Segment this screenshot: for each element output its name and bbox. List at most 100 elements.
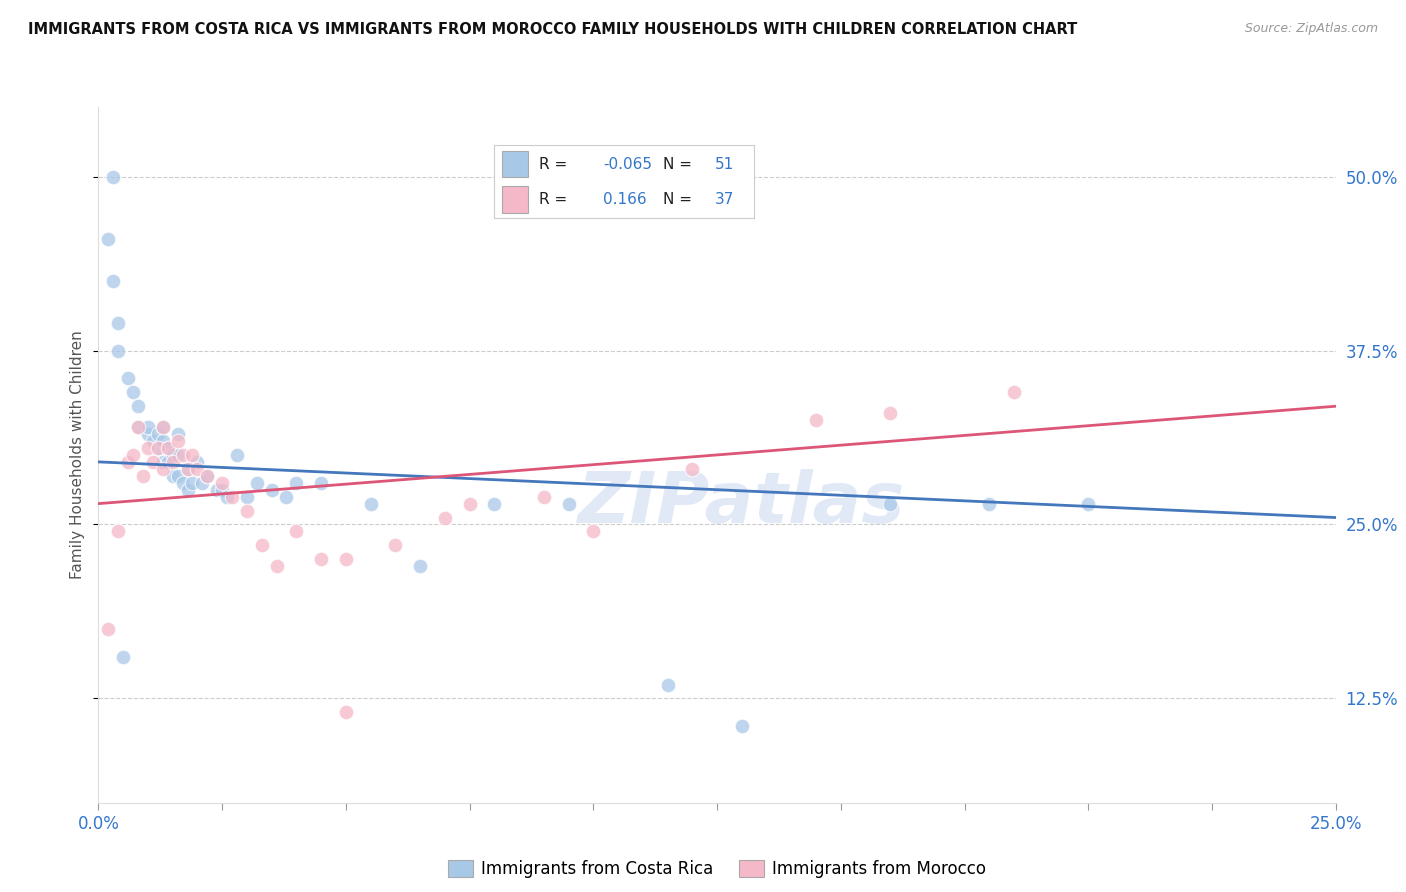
Point	[97, 232, 120, 246]
Point	[162, 468, 184, 483]
Point	[309, 475, 332, 490]
Point	[181, 448, 204, 462]
Point	[260, 483, 283, 497]
Text: 51: 51	[716, 157, 734, 172]
Point	[236, 503, 259, 517]
Point	[176, 483, 198, 497]
Point	[127, 420, 149, 434]
Text: IMMIGRANTS FROM COSTA RICA VS IMMIGRANTS FROM MOROCCO FAMILY HOUSEHOLDS WITH CHI: IMMIGRANTS FROM COSTA RICA VS IMMIGRANTS…	[28, 22, 1077, 37]
Point	[166, 448, 188, 462]
Point	[250, 538, 273, 552]
Point	[132, 468, 155, 483]
Point	[136, 427, 159, 442]
Point	[142, 434, 165, 448]
Point	[205, 483, 228, 497]
Y-axis label: Family Households with Children: Family Households with Children	[70, 331, 86, 579]
Point	[117, 371, 139, 385]
Point	[879, 497, 901, 511]
Point	[176, 462, 198, 476]
Point	[162, 455, 184, 469]
Point	[195, 468, 218, 483]
Point	[156, 455, 179, 469]
Point	[156, 441, 179, 455]
Text: R =: R =	[538, 157, 567, 172]
Point	[136, 420, 159, 434]
Point	[221, 490, 243, 504]
Point	[191, 475, 214, 490]
Point	[211, 475, 233, 490]
Point	[309, 552, 332, 566]
Text: R =: R =	[538, 192, 567, 207]
Point	[266, 559, 288, 574]
Point	[879, 406, 901, 420]
Point	[122, 385, 145, 400]
Point	[176, 462, 198, 476]
Text: Source: ZipAtlas.com: Source: ZipAtlas.com	[1244, 22, 1378, 36]
Point	[979, 497, 1001, 511]
Point	[103, 274, 125, 288]
Point	[1002, 385, 1025, 400]
Point	[172, 475, 194, 490]
Text: N =: N =	[664, 157, 692, 172]
FancyBboxPatch shape	[502, 186, 529, 212]
Text: -0.065: -0.065	[603, 157, 652, 172]
Point	[236, 490, 259, 504]
Point	[166, 468, 188, 483]
Point	[152, 455, 174, 469]
Point	[484, 497, 506, 511]
Point	[335, 706, 357, 720]
Point	[458, 497, 481, 511]
Legend: Immigrants from Costa Rica, Immigrants from Morocco: Immigrants from Costa Rica, Immigrants f…	[441, 854, 993, 885]
Point	[217, 490, 239, 504]
Point	[226, 448, 249, 462]
Point	[285, 475, 308, 490]
Text: 37: 37	[716, 192, 734, 207]
Point	[172, 448, 194, 462]
Point	[186, 462, 208, 476]
Point	[246, 475, 269, 490]
Point	[335, 552, 357, 566]
Point	[152, 434, 174, 448]
Point	[152, 420, 174, 434]
Point	[211, 483, 233, 497]
Point	[142, 455, 165, 469]
Text: 0.166: 0.166	[603, 192, 647, 207]
Point	[146, 427, 169, 442]
Point	[433, 510, 456, 524]
Point	[107, 524, 129, 539]
Point	[117, 455, 139, 469]
Text: ZIPatlas: ZIPatlas	[578, 469, 905, 538]
Point	[186, 455, 208, 469]
Point	[97, 622, 120, 636]
Point	[409, 559, 432, 574]
Point	[384, 538, 406, 552]
Point	[162, 448, 184, 462]
Point	[103, 169, 125, 184]
Point	[127, 399, 149, 413]
Point	[681, 462, 703, 476]
Point	[127, 420, 149, 434]
Point	[533, 490, 555, 504]
Point	[112, 649, 135, 664]
Point	[1077, 497, 1099, 511]
Point	[804, 413, 827, 427]
Point	[657, 677, 679, 691]
Point	[146, 441, 169, 455]
Point	[195, 468, 218, 483]
Point	[146, 441, 169, 455]
Point	[166, 427, 188, 442]
Point	[136, 441, 159, 455]
Point	[122, 448, 145, 462]
Point	[107, 343, 129, 358]
Point	[152, 462, 174, 476]
Point	[152, 420, 174, 434]
Point	[557, 497, 579, 511]
Point	[360, 497, 382, 511]
Point	[731, 719, 754, 733]
Point	[156, 441, 179, 455]
Point	[166, 434, 188, 448]
Point	[181, 475, 204, 490]
Point	[285, 524, 308, 539]
FancyBboxPatch shape	[502, 151, 529, 178]
Point	[582, 524, 605, 539]
